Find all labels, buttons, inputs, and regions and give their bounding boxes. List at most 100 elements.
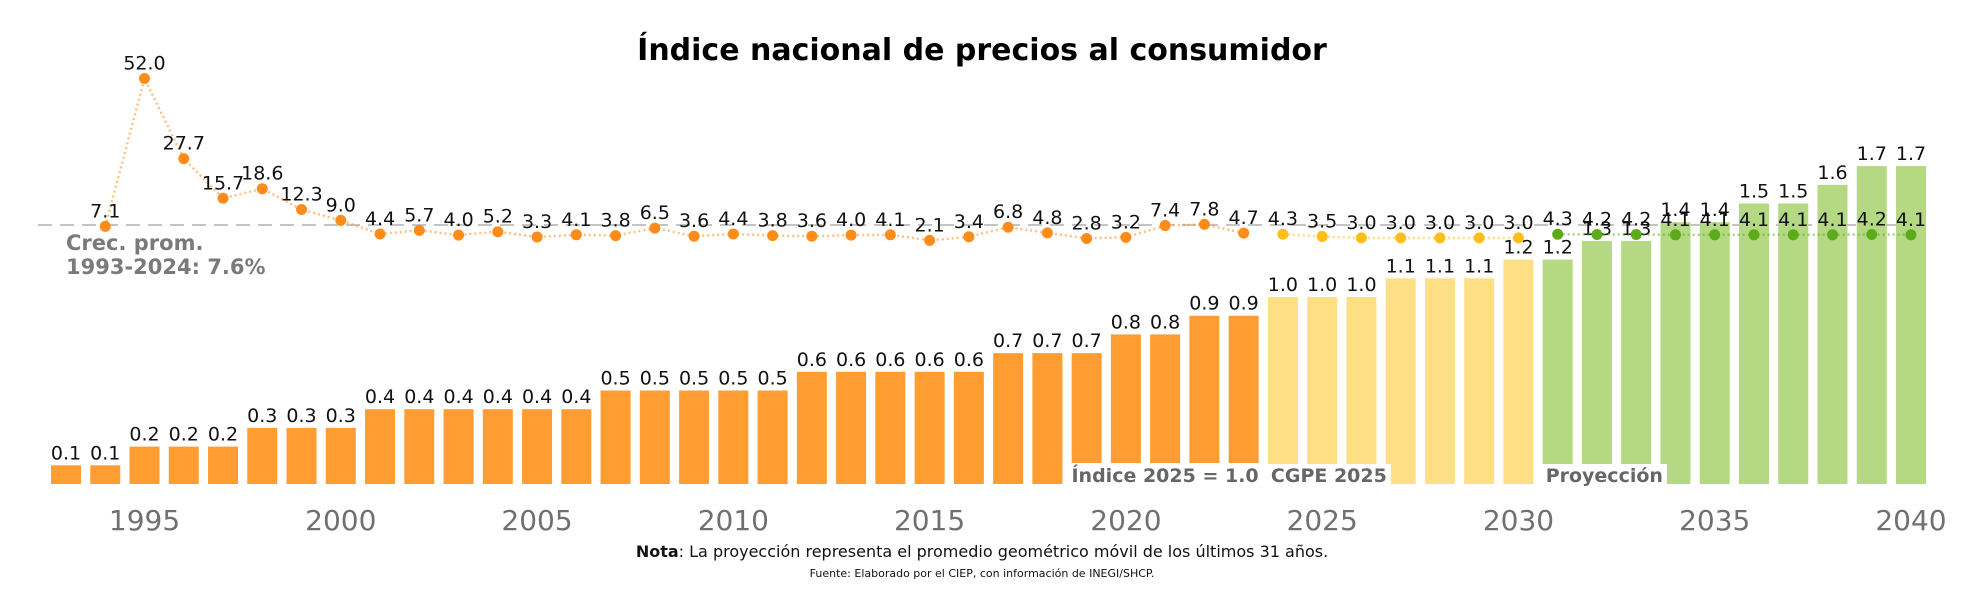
segment-label-box [1541,464,1667,488]
index-bar [1660,222,1691,484]
index-bar-label: 0.8 [1150,311,1180,333]
growth-label: 2.8 [1072,212,1102,234]
growth-point [1395,232,1407,244]
index-bar [914,371,945,484]
growth-connector [104,74,1244,242]
index-bar [1738,203,1769,484]
growth-label: 3.6 [679,210,709,232]
index-bar [600,390,631,484]
index-bar-label: 0.2 [169,424,199,446]
index-bar [1032,353,1063,484]
growth-point [1826,229,1838,241]
index-bar [129,446,160,484]
growth-point [256,183,268,195]
growth-point [1355,232,1367,244]
index-bar-label: 1.5 [1778,181,1808,203]
index-bar-label: 1.7 [1857,143,1887,165]
index-bar-label: 1.4 [1660,199,1690,221]
growth-label: 3.0 [1503,212,1533,234]
x-tick-label: 2005 [501,504,572,537]
growth-point [296,203,308,215]
growth-label: 4.1 [1660,209,1690,231]
growth-label: 4.4 [718,208,748,230]
index-bar-label: 0.2 [129,424,159,446]
index-bar-label: 1.1 [1464,255,1494,277]
average-label-line1: Crec. prom. [66,231,203,255]
index-bar-label: 0.3 [247,405,277,427]
growth-point [1198,218,1210,230]
index-bar [875,371,906,484]
index-bar [993,353,1024,484]
index-bar-label: 0.4 [561,386,591,408]
x-tick-label: 2000 [305,504,376,537]
growth-label: 5.7 [404,204,434,226]
growth-point [178,153,190,165]
growth-label: 3.5 [1307,210,1337,232]
index-bar-label: 1.2 [1503,237,1533,259]
index-bar-label: 0.5 [600,368,630,390]
growth-point [1787,229,1799,241]
index-bar [1621,240,1652,484]
index-bar-label: 1.1 [1425,255,1455,277]
growth-label: 3.6 [797,210,827,232]
index-bar-label: 0.7 [1032,330,1062,352]
growth-point [1238,227,1250,239]
index-bar-label: 1.5 [1739,181,1769,203]
growth-label: 5.2 [483,206,513,228]
index-bar [1699,222,1730,484]
growth-series: 7.1 52.0 27.7 15.718.612.3 9.0 4.4 5.7 4.0 5.2 3.… [90,52,1926,246]
growth-label: 7.1 [90,200,120,222]
index-bar [639,390,670,484]
growth-label: 4.2 [1621,209,1651,231]
growth-point [924,234,936,246]
index-bar [757,390,788,484]
growth-point [1630,229,1642,241]
index-bar [168,446,199,484]
index-bar [1778,203,1809,484]
growth-point [806,230,818,242]
growth-label: 4.1 [1817,209,1847,231]
index-bar-label: 0.4 [522,386,552,408]
index-bar [90,465,121,484]
growth-connector [1557,232,1912,237]
index-bar [1424,278,1455,484]
growth-label: 4.8 [1032,207,1062,229]
growth-point [1120,231,1132,243]
growth-label: 12.3 [280,183,322,205]
growth-label: 7.4 [1150,200,1180,222]
index-bar-label: 1.1 [1386,255,1416,277]
index-bar [1464,278,1495,484]
growth-label: 9.0 [326,194,356,216]
growth-label: 4.0 [443,209,473,231]
growth-label: 4.3 [1543,208,1573,230]
segment-labels: Índice 2025 = 1.0 CGPE 2025 Proyección [1067,463,1667,488]
growth-point [649,222,661,234]
growth-point [727,228,739,240]
index-bar-label: 0.5 [679,368,709,390]
growth-point [374,228,386,240]
growth-label: 3.0 [1425,212,1455,234]
index-bar [1189,315,1220,484]
growth-point [845,229,857,241]
index-bar [1346,297,1377,484]
growth-point [1316,230,1328,242]
source-note: Fuente: Elaborado por el CIEP, con infor… [810,567,1155,580]
growth-label: 4.7 [1229,207,1259,229]
growth-point [1591,229,1603,241]
growth-point [570,229,582,241]
x-tick-label: 1995 [109,504,180,537]
index-bar-label: 0.1 [90,442,120,464]
index-bar [1267,297,1298,484]
index-bar [1503,259,1534,484]
growth-label: 52.0 [123,52,165,74]
index-bar-label: 0.4 [483,386,513,408]
index-bar [1307,297,1338,484]
growth-point [1669,229,1681,241]
index-bar [1581,240,1612,484]
growth-point [610,230,622,242]
index-bar-label: 0.2 [208,424,238,446]
index-bar-label: 0.6 [836,349,866,371]
index-bar [404,409,435,484]
chart-title: Índice nacional de precios al consumidor [637,32,1327,68]
growth-point [492,226,504,238]
